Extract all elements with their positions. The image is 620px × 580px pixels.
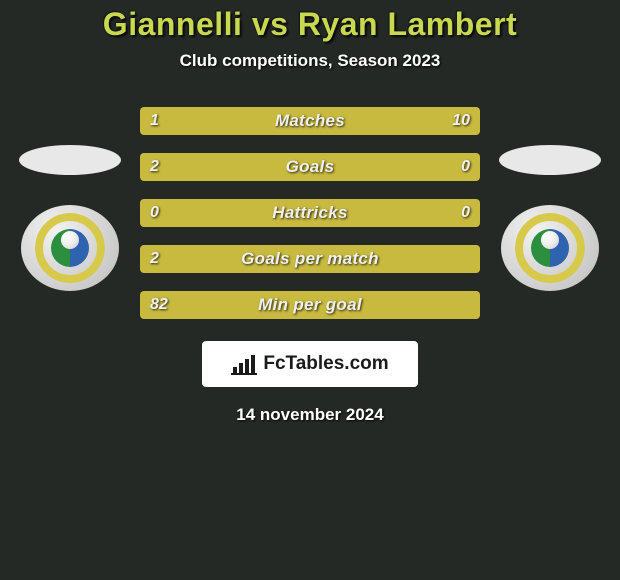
- stat-label: Goals: [140, 153, 480, 181]
- page-title: Giannelli vs Ryan Lambert: [0, 6, 620, 43]
- left-player-col: [10, 117, 130, 291]
- right-club-crest-icon: [501, 205, 599, 291]
- stat-label: Min per goal: [140, 291, 480, 319]
- page-subtitle: Club competitions, Season 2023: [0, 51, 620, 71]
- stat-value-right: 0: [461, 153, 470, 181]
- stat-bar: 1Matches10: [140, 107, 480, 135]
- date-stamp: 14 november 2024: [0, 405, 620, 425]
- stat-bar: 0Hattricks0: [140, 199, 480, 227]
- left-club-crest-icon: [21, 205, 119, 291]
- right-player-col: [490, 117, 610, 291]
- stat-bar: 82Min per goal: [140, 291, 480, 319]
- stat-bar: 2Goals per match: [140, 245, 480, 273]
- stat-value-right: 0: [461, 199, 470, 227]
- branding-text: FcTables.com: [263, 353, 388, 375]
- right-flag-icon: [499, 145, 601, 175]
- stat-label: Hattricks: [140, 199, 480, 227]
- stat-value-right: 10: [452, 107, 470, 135]
- stat-label: Goals per match: [140, 245, 480, 273]
- branding-box: FcTables.com: [202, 341, 418, 387]
- left-flag-icon: [19, 145, 121, 175]
- logo-chart-icon: [231, 353, 257, 375]
- stat-bar: 2Goals0: [140, 153, 480, 181]
- comparison-row: 1Matches102Goals00Hattricks02Goals per m…: [0, 71, 620, 337]
- comparison-card: Giannelli vs Ryan Lambert Club competiti…: [0, 0, 620, 425]
- stats-bars: 1Matches102Goals00Hattricks02Goals per m…: [140, 71, 480, 337]
- stat-label: Matches: [140, 107, 480, 135]
